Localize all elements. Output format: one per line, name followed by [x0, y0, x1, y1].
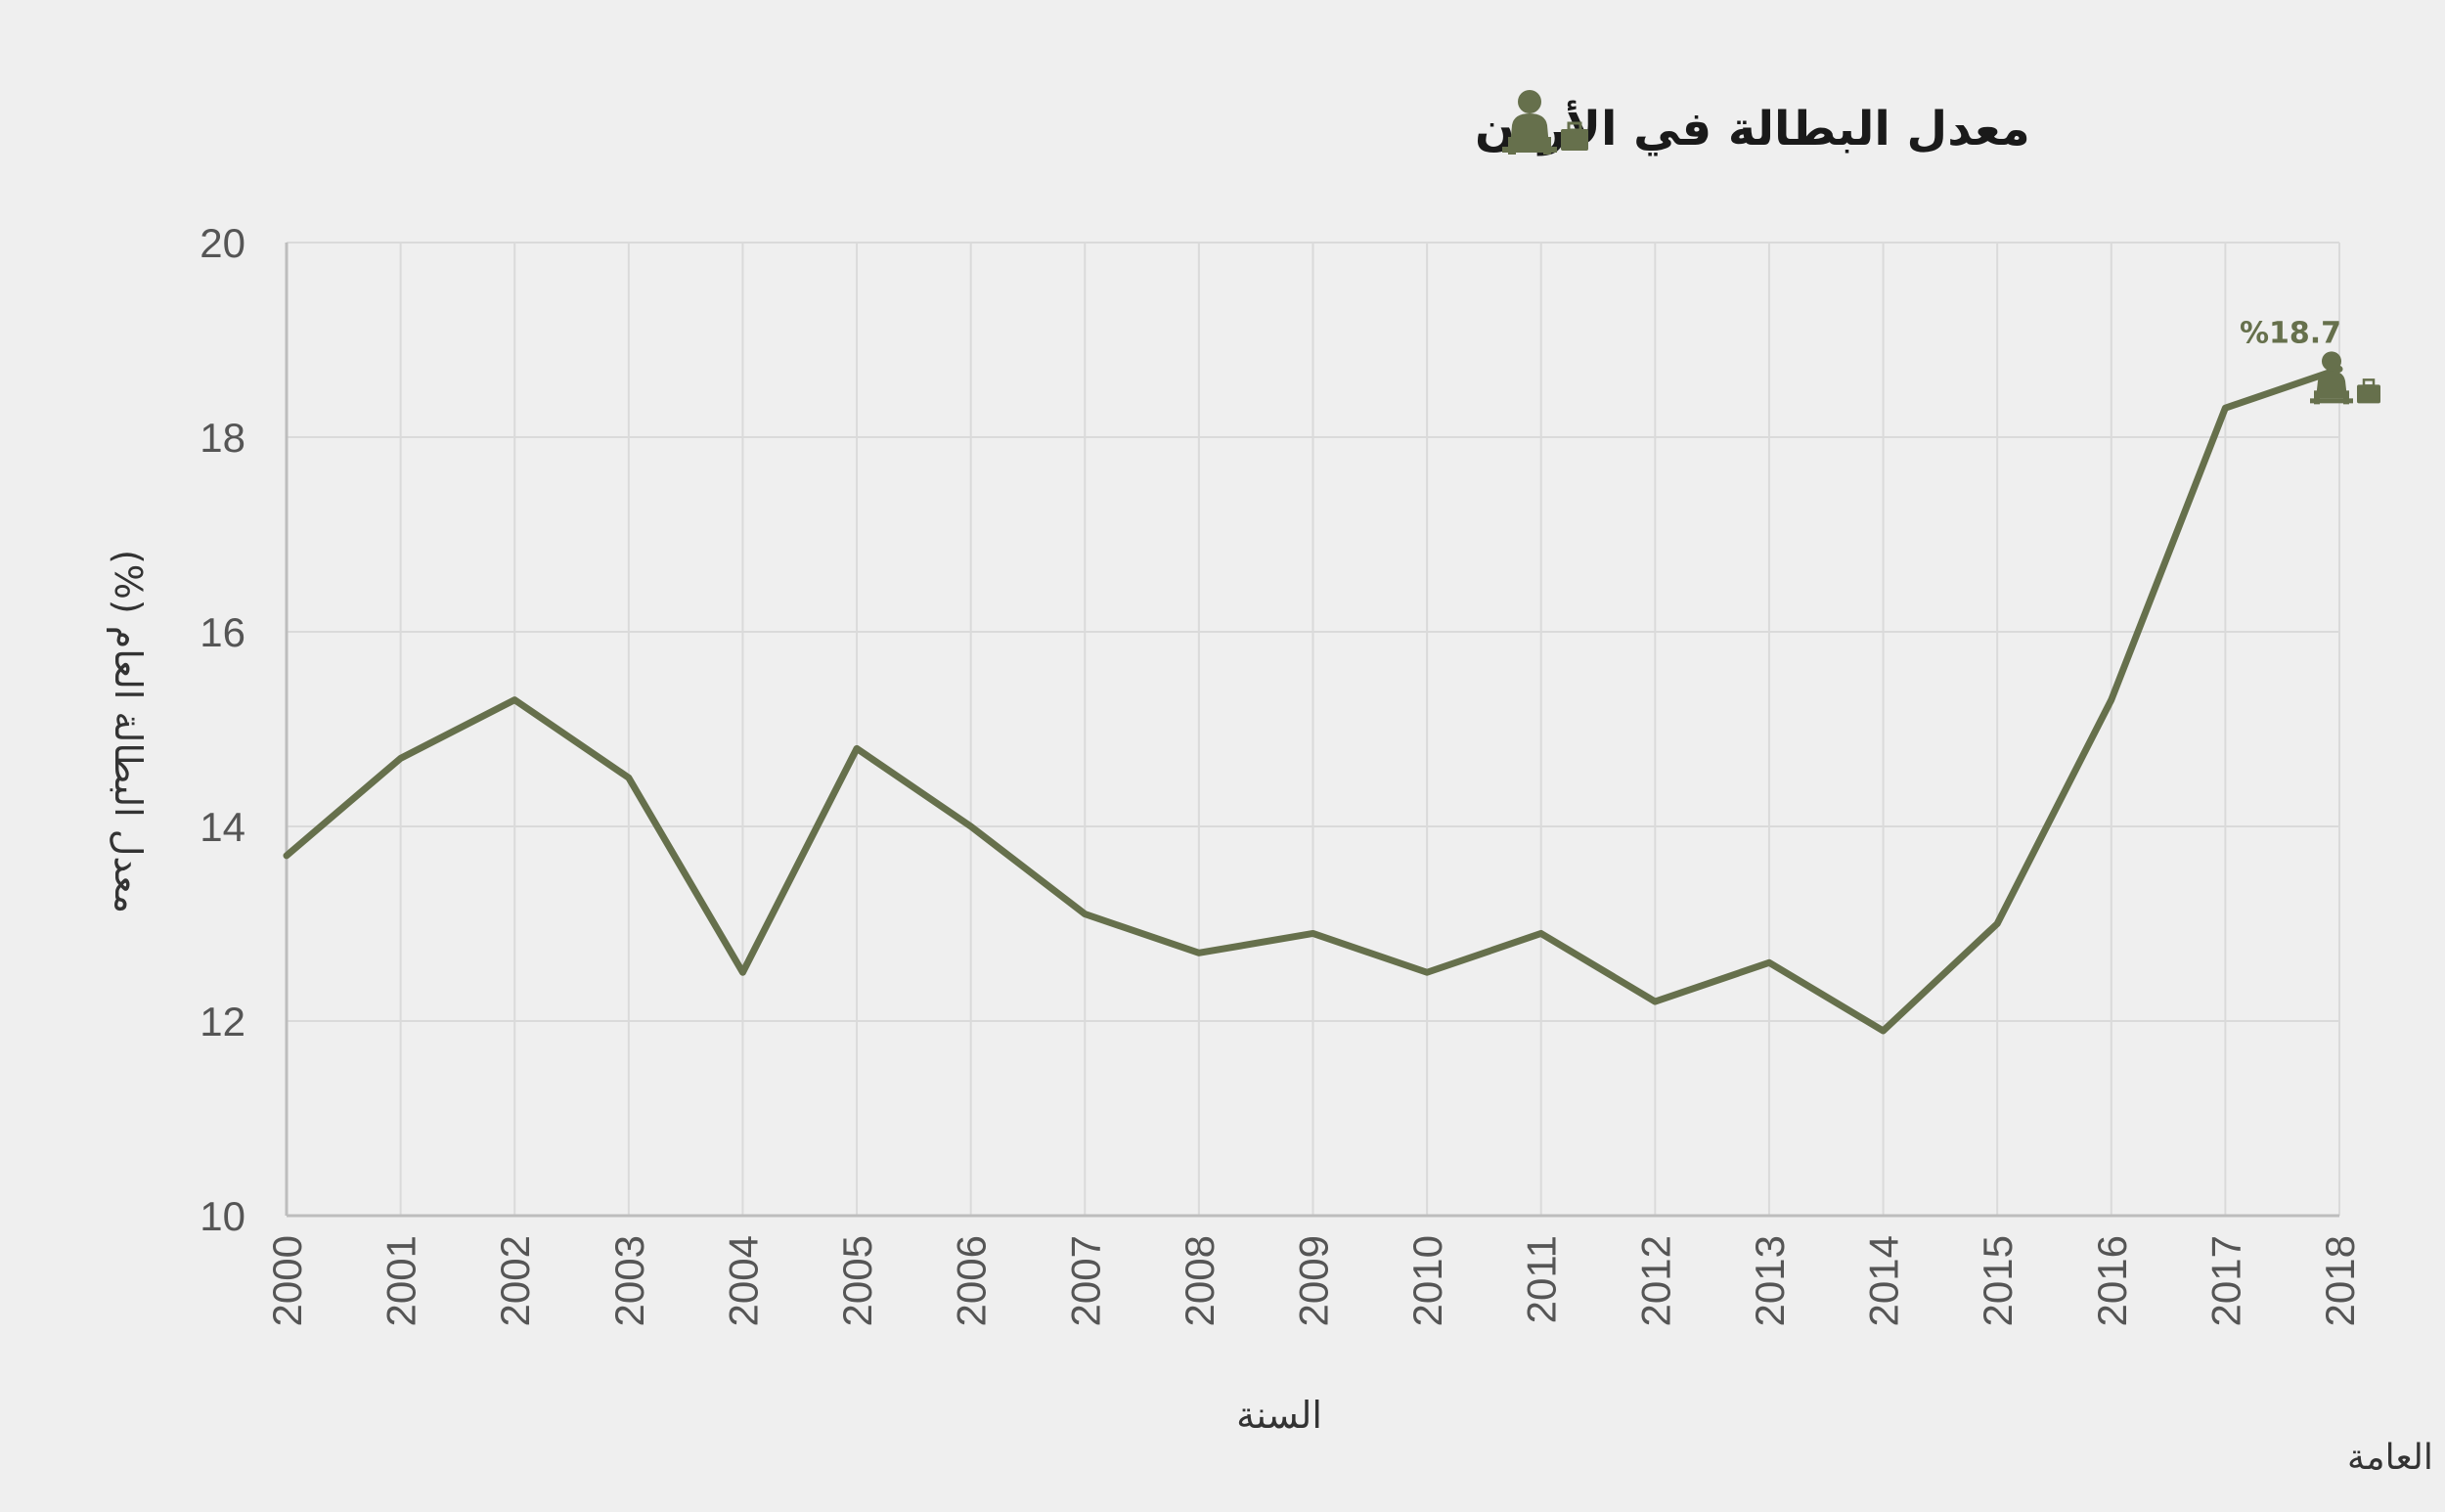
x-tick-label: 2017 [2202, 1235, 2248, 1326]
source-note: المصدر: دائرة الإحصاءات العامة [2347, 1438, 2445, 1478]
unemployed-person-icon [2310, 351, 2380, 405]
annotations: %18.7 [2240, 316, 2380, 405]
x-tick-label: 2007 [1062, 1235, 1108, 1326]
x-tick-label: 2001 [378, 1235, 424, 1326]
x-tick-label: 2016 [2089, 1235, 2135, 1326]
y-axis-label: معدل البطالة العام (%) [107, 550, 150, 913]
x-tick-label: 2002 [492, 1235, 538, 1326]
x-tick-label: 2008 [1177, 1235, 1222, 1326]
x-tick-label: 2018 [2317, 1235, 2363, 1326]
end-value-annotation: %18.7 [2240, 316, 2341, 350]
x-tick-labels: 2000 2001 2002 2003 2004 2005 2006 2007 2008 2009… [264, 1235, 2363, 1326]
x-tick-label: 2010 [1404, 1235, 1450, 1326]
y-tick-labels: 10 12 14 16 18 20 [200, 220, 245, 1239]
axes [285, 243, 2339, 1218]
y-tick-label: 18 [200, 415, 245, 461]
x-tick-label: 2013 [1747, 1235, 1793, 1326]
x-tick-label: 2003 [606, 1235, 652, 1326]
y-tick-label: 16 [200, 609, 245, 655]
x-tick-label: 2015 [1975, 1235, 2021, 1326]
x-tick-label: 2005 [834, 1235, 880, 1326]
x-tick-label: 2006 [949, 1235, 995, 1326]
y-tick-label: 14 [200, 804, 245, 850]
y-tick-label: 20 [200, 220, 245, 266]
x-tick-label: 2009 [1291, 1235, 1337, 1326]
x-tick-label: 2012 [1632, 1235, 1678, 1326]
grid [286, 242, 2340, 1217]
unemployed-person-icon [1502, 90, 1588, 155]
y-tick-label: 10 [200, 1193, 245, 1239]
series [283, 365, 2343, 1035]
x-tick-label: 2014 [1861, 1235, 1907, 1326]
series-line [283, 365, 2343, 1035]
chart-title-group: معدل البطالة في الأردن [1475, 90, 2030, 156]
chart-title: معدل البطالة في الأردن [1475, 100, 2030, 156]
x-axis-label: السنة [1236, 1394, 1322, 1437]
y-tick-label: 12 [200, 999, 245, 1045]
x-tick-label: 2004 [720, 1235, 766, 1326]
x-tick-label: 2011 [1519, 1235, 1565, 1323]
x-tick-label: 2000 [264, 1235, 310, 1326]
